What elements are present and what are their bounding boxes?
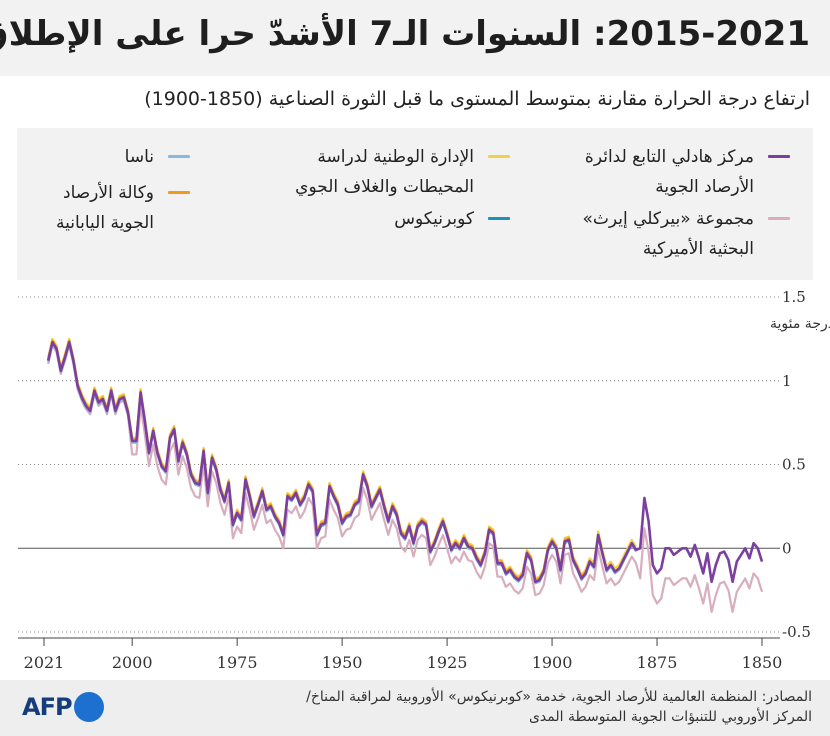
x-tick-label: 1850: [742, 653, 783, 672]
series-line-hadcrut: [46, 340, 764, 584]
source-line-2: المركز الأوروبي للتنبؤات الجوية المتوسطة…: [528, 709, 812, 725]
x-tick-label: 1875: [637, 653, 678, 672]
x-tick-label: 1925: [427, 653, 468, 672]
legend-swatch: [168, 155, 190, 158]
legend-item-0: مركز هادلي التابع لدائرة الأرصاد الجوية: [585, 142, 790, 202]
legend: [17, 128, 813, 280]
legend-item-4: ناسا: [125, 142, 190, 172]
legend-label-line1: مركز هادلي التابع لدائرة: [584, 147, 754, 167]
legend-swatch: [168, 191, 190, 194]
x-tick-label: 1950: [322, 653, 363, 672]
afp-logo: AFP: [22, 692, 104, 722]
legend-item-2: الإدارة الوطنية لدراسة المحيطات والغلاف ا…: [295, 142, 510, 202]
y-tick-label: 0: [782, 539, 792, 557]
legend-label-line1: ناسا: [124, 147, 154, 167]
x-tick-label: 1975: [217, 653, 258, 672]
line-chart: 1.5 1 0.5 0 -0.5 2021 2000 1975 1950 1925 1900 187…: [18, 288, 830, 672]
series-line-copernicus: [47, 341, 344, 536]
legend-label-line2: الجوية اليابانية: [55, 213, 154, 233]
legend-label-line1: الإدارة الوطنية لدراسة: [317, 147, 474, 167]
series-line-berkeley: [47, 344, 764, 613]
legend-label-line1: وكالة الأرصاد: [63, 183, 154, 203]
legend-swatch: [768, 217, 790, 220]
legend-swatch: [768, 155, 790, 158]
legend-label-line2: الأرصاد الجوية: [655, 177, 754, 197]
legend-swatch: [488, 155, 510, 158]
legend-label-line1: مجموعة «بيركلي إيرث»: [582, 209, 754, 229]
legend-label-line2: المحيطات والغلاف الجوي: [295, 177, 474, 197]
legend-label-line2: البحثية الأميركية: [642, 239, 754, 259]
legend-swatch: [488, 217, 510, 220]
source-line-1: المصادر: المنظمة العالمية للأرصاد الجوية…: [306, 689, 812, 705]
legend-item-3: كوبرنيكوس: [394, 204, 510, 234]
y-axis-unit: درجة مئوية: [770, 316, 830, 332]
legend-item-1: مجموعة «بيركلي إيرث» البحثية الأميركية: [582, 204, 790, 264]
y-tick-label: 1.5: [782, 288, 806, 306]
x-tick-label: 1900: [532, 653, 573, 672]
x-tick-label: 2000: [112, 653, 153, 672]
x-tick-label: 2021: [24, 653, 65, 672]
y-tick-label: -0.5: [782, 623, 811, 641]
y-tick-label: 1: [782, 372, 792, 390]
chart-subtitle: ارتفاع درجة الحرارة مقارنة بمتوسط المستو…: [144, 88, 810, 110]
footer: [0, 680, 830, 736]
afp-logo-text: AFP: [22, 693, 73, 721]
legend-item-5: وكالة الأرصاد الجوية اليابانية: [56, 178, 190, 238]
source-text: المصادر: المنظمة العالمية للأرصاد الجوية…: [212, 687, 812, 727]
afp-logo-dot: [73, 692, 104, 722]
chart-title: 2015-2021: السنوات الـ7 الأشدّ حرا على ا…: [0, 14, 810, 54]
y-tick-label: 0.5: [782, 456, 806, 474]
legend-label-line1: كوبرنيكوس: [394, 209, 474, 229]
title-bar: [0, 0, 830, 76]
series-line-noaa: [47, 337, 637, 580]
